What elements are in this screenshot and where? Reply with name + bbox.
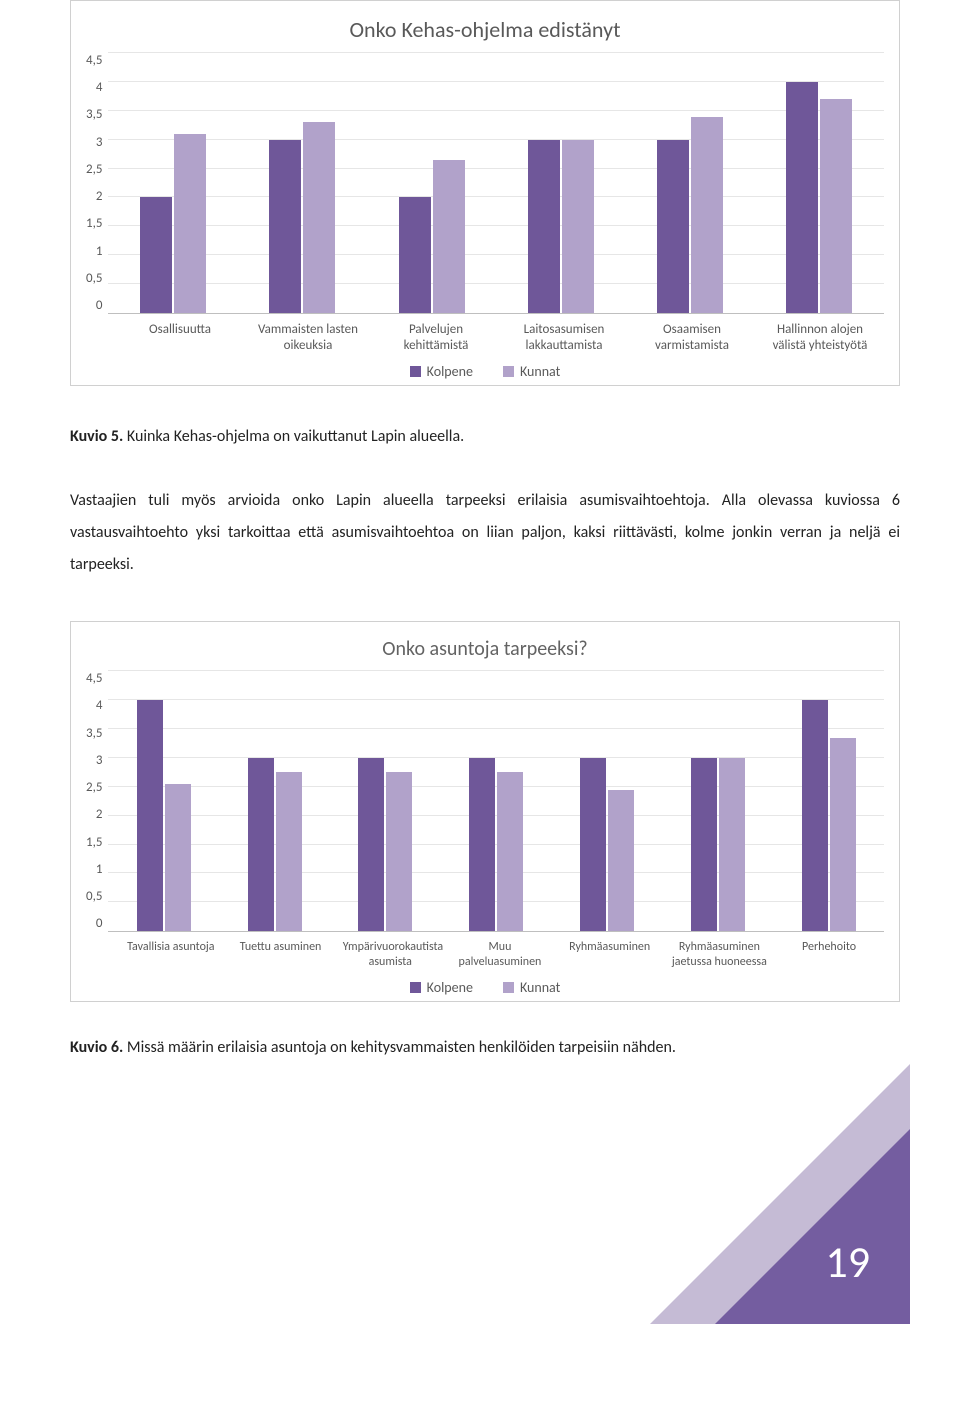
caption-2-bold: Kuvio 6. [70, 1038, 123, 1057]
x-label: Muu palveluasuminen [452, 940, 547, 969]
caption-2: Kuvio 6. Missä määrin erilaisia asuntoja… [70, 1032, 900, 1064]
legend-item: Kolpene [410, 363, 473, 380]
bar [248, 758, 274, 931]
x-label: Tuettu asuminen [233, 940, 328, 969]
page-number: 19 [825, 1235, 870, 1289]
chart-1-yaxis: 4,543,532,521,510,50 [86, 53, 108, 313]
bar [269, 140, 301, 313]
bar [303, 122, 335, 313]
bar [358, 758, 384, 931]
x-label: Palvelujen kehittämistä [381, 322, 491, 353]
bar [469, 758, 495, 931]
chart-2-plot-area [108, 671, 884, 932]
chart-1-xaxis: Osallisuutta Vammaisten lasten oikeuksia P… [116, 322, 884, 353]
bar [433, 160, 465, 313]
bar [608, 790, 634, 932]
chart-2: Onko asuntoja tarpeeksi? 4,543,532,521,5… [70, 621, 900, 1002]
x-label: Hallinnon alojen välistä yhteistyötä [765, 322, 875, 353]
bar [580, 758, 606, 931]
bar [165, 784, 191, 931]
legend-item: Kunnat [503, 979, 560, 996]
x-label: Ryhmäasuminen [562, 940, 657, 969]
x-label: Perhehoito [782, 940, 877, 969]
caption-1-bold: Kuvio 5. [70, 427, 123, 446]
bar [719, 758, 745, 931]
chart-2-legend: Kolpene Kunnat [86, 979, 884, 996]
caption-2-text: Missä määrin erilaisia asuntoja on kehit… [123, 1038, 676, 1057]
x-label: Ryhmäasuminen jaetussa huoneessa [672, 940, 767, 969]
bar [691, 758, 717, 931]
legend-item: Kolpene [410, 979, 473, 996]
x-label: Laitosasumisen lakkauttamista [509, 322, 619, 353]
bar [276, 772, 302, 931]
x-label: Osallisuutta [125, 322, 235, 353]
bar [399, 197, 431, 313]
body-paragraph: Vastaajien tuli myös arvioida onko Lapin… [70, 491, 900, 574]
bar [137, 700, 163, 931]
x-label: Tavallisia asuntoja [123, 940, 218, 969]
chart-2-yaxis: 4,543,532,521,510,50 [86, 671, 108, 931]
x-label: Osaamisen varmistamista [637, 322, 747, 353]
bar [497, 772, 523, 931]
bar [528, 140, 560, 313]
caption-1-and-para: Kuvio 5. Kuinka Kehas-ohjelma on vaikutt… [70, 421, 900, 581]
x-label: Vammaisten lasten oikeuksia [253, 322, 363, 353]
chart-2-xaxis: Tavallisia asuntoja Tuettu asuminen Ympäri… [116, 940, 884, 969]
bar [830, 738, 856, 932]
page-number-decoration: 19 [70, 1064, 900, 1324]
caption-1-text: Kuinka Kehas-ohjelma on vaikuttanut Lapi… [123, 427, 464, 446]
chart-1-plot: 4,543,532,521,510,50 [86, 53, 884, 314]
bar [562, 140, 594, 313]
bar [786, 82, 818, 313]
bar [657, 140, 689, 313]
chart-1-legend: Kolpene Kunnat [86, 363, 884, 380]
legend-item: Kunnat [503, 363, 560, 380]
chart-2-title: Onko asuntoja tarpeeksi? [86, 637, 884, 661]
bar [691, 117, 723, 313]
chart-1: Onko Kehas-ohjelma edistänyt 4,543,532,5… [70, 0, 900, 386]
bar [802, 700, 828, 931]
bar [140, 197, 172, 313]
bar [820, 99, 852, 313]
chart-2-plot: 4,543,532,521,510,50 [86, 671, 884, 932]
chart-1-title: Onko Kehas-ohjelma edistänyt [86, 16, 884, 43]
x-label: Ympärivuorokautista asumista [343, 940, 438, 969]
bar [386, 772, 412, 931]
bar [174, 134, 206, 313]
triangle-inner [715, 1129, 910, 1324]
chart-1-plot-area [108, 53, 884, 314]
